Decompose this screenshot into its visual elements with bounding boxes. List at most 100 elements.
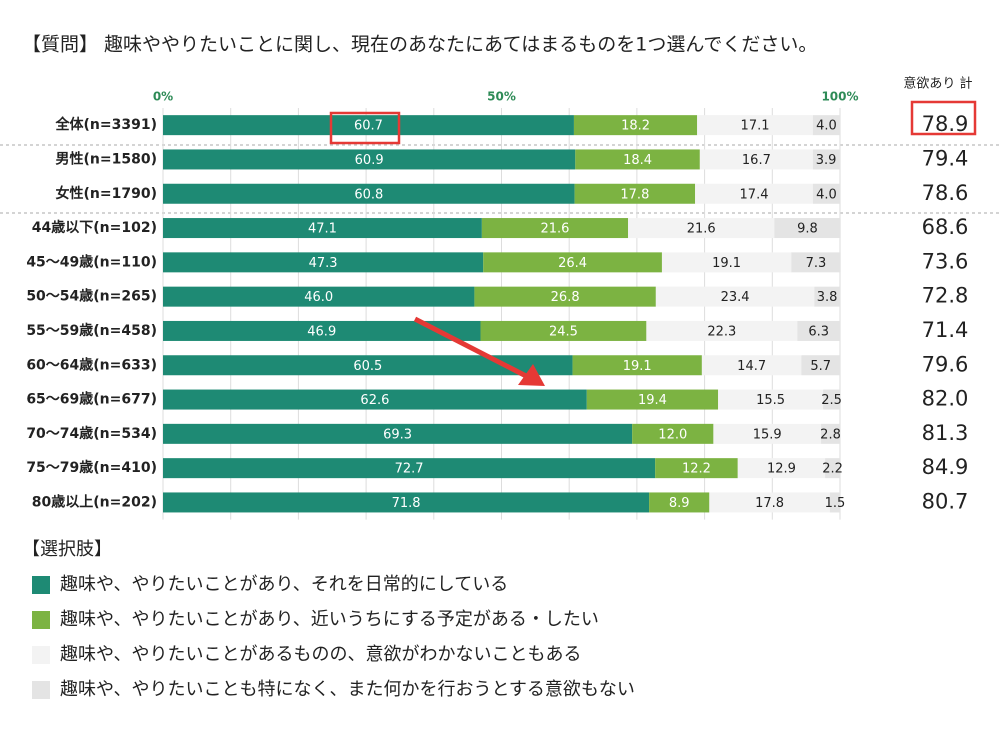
bar-segment [697,115,813,136]
category-label: 50～54歳(n=265) [26,288,157,305]
data-label: 60.8 [354,187,383,202]
highlight-box [910,100,977,136]
data-label: 17.8 [620,187,649,202]
x-tick-label: 100% [821,90,858,104]
bar-segment [655,458,738,479]
data-label: 12.9 [767,462,796,477]
bar-segment [825,458,840,479]
legend-label: 趣味や、やりたいことがあり、近いうちにする予定がある・したい [60,609,599,630]
category-label: 75～79歳(n=410) [26,459,157,476]
data-label: 1.5 [825,496,846,511]
data-label: 46.9 [307,324,336,339]
x-tick-label: 0% [153,90,173,104]
bar-segment [163,149,576,170]
category-label: 44歳以下(n=102) [32,219,157,236]
data-label: 4.0 [816,119,837,134]
bar-segment [163,355,573,376]
category-label: 45～49歳(n=110) [26,253,157,270]
bar-segment [163,252,484,273]
data-label: 21.6 [687,222,716,237]
data-label: 22.3 [707,324,736,339]
bar-segment [163,286,475,307]
data-label: 3.9 [816,153,837,168]
bar-segment [701,355,802,376]
total-value: 79.4 [922,146,969,170]
bar-segment [163,115,574,136]
bar-segment [163,458,656,479]
bar-segment [801,355,840,376]
arrow-head [518,364,545,386]
data-label: 47.1 [308,222,337,237]
data-label: 14.7 [737,359,766,374]
data-label: 9.8 [797,222,818,237]
category-label: 70～74歳(n=534) [26,425,157,442]
total-value: 81.3 [922,421,969,445]
data-label: 21.6 [541,222,570,237]
bar-segment [812,149,840,170]
bar-segment [814,286,840,307]
total-value: 72.8 [922,284,969,308]
data-label: 18.2 [621,119,650,134]
data-label: 24.5 [549,324,578,339]
data-label: 60.9 [355,153,384,168]
data-label: 16.7 [742,153,771,168]
category-label: 80歳以上(n=202) [32,493,157,510]
data-label: 60.7 [354,119,383,134]
bar-segment [586,389,719,410]
bar-segment [632,423,714,444]
data-label: 4.0 [816,187,837,202]
bar-segment [718,389,824,410]
category-label: 65～69歳(n=677) [26,391,157,408]
data-label: 46.0 [304,290,333,305]
bar-segment [575,149,700,170]
data-label: 17.4 [740,187,769,202]
total-value: 79.6 [922,352,969,376]
total-value: 73.6 [922,249,969,273]
data-label: 17.8 [755,496,784,511]
bar-segment [481,218,629,239]
total-value: 78.9 [922,112,969,136]
total-value: 80.7 [922,489,969,513]
data-label: 69.3 [383,427,412,442]
data-label: 15.5 [756,393,785,408]
totals-header: 意欲あり 計 [903,76,972,92]
total-value: 71.4 [922,318,969,342]
bar-segment [483,252,662,273]
legend-swatch [32,681,50,699]
data-label: 2.2 [822,462,843,477]
bar-segment [821,423,840,444]
bar-segment [574,183,696,204]
data-label: 12.2 [682,462,711,477]
bar-segment [829,492,840,513]
legend-swatch [32,646,50,664]
bar-segment [474,286,656,307]
legend-label: 趣味や、やりたいことがあるものの、意欲がわかないこともある [60,644,581,665]
bar-segment [572,355,702,376]
bar-segment [713,423,822,444]
bar-segment [163,423,633,444]
data-label: 19.1 [712,256,741,271]
bar-segment [573,115,698,136]
bar-segment [646,320,798,341]
category-label: 60～64歳(n=633) [26,356,157,373]
chart-title: 【質問】 趣味ややりたいことに関し、現在のあなたにあてはまるものを1つ選んでくだ… [22,34,817,56]
bar-segment [812,183,840,204]
data-label: 47.3 [309,256,338,271]
legend-label: 趣味や、やりたいことも特になく、また何かを行おうとする意欲もない [60,679,635,700]
bar-segment [655,286,815,307]
data-label: 62.6 [360,393,389,408]
bar-segment [628,218,775,239]
data-label: 2.8 [820,427,841,442]
bar-segment [649,492,710,513]
category-label: 女性(n=1790) [56,185,157,202]
data-label: 60.5 [353,359,382,374]
legend-swatch [32,611,50,629]
data-label: 18.4 [623,153,652,168]
legend-label: 趣味や、やりたいことがあり、それを日常的にしている [60,574,508,595]
plot: 0% 50% 100% 全体(n=3391) 60.7 18.2 17.1 4.0 78.9 男性… [26,90,968,520]
total-value: 82.0 [922,387,969,411]
arrow [413,316,530,380]
legend-swatch [32,576,50,594]
data-label: 7.3 [806,256,827,271]
bar-segment [695,183,813,204]
